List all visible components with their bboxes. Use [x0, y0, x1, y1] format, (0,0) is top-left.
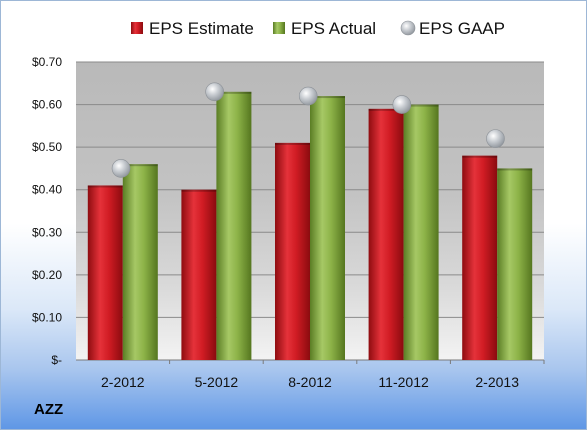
y-tick-label: $0.40 [32, 183, 62, 197]
bar-top-edge [462, 155, 498, 158]
x-tick-label: 2-2013 [475, 374, 519, 390]
bar-top-edge [122, 164, 158, 167]
y-tick-label: $0.50 [32, 140, 62, 154]
bar-eps-estimate [181, 189, 217, 360]
x-tick-label: 5-2012 [195, 374, 239, 390]
bar-top-edge [497, 168, 533, 171]
x-tick-label: 11-2012 [378, 374, 429, 390]
bar-top-edge [310, 96, 345, 99]
legend-label: EPS Actual [291, 19, 376, 38]
y-tick-label: $0.20 [32, 268, 62, 282]
bar-eps-actual [497, 168, 533, 360]
y-tick-label: $0.10 [32, 310, 62, 324]
bar-eps-estimate [462, 155, 498, 360]
legend: EPS Estimate EPS Actual EPS GAAP [131, 19, 505, 38]
bar-eps-actual [403, 104, 439, 360]
gaap-marker [392, 95, 412, 114]
y-tick-label: $0.60 [32, 98, 62, 112]
y-tick-label: $- [51, 353, 62, 367]
legend-label: EPS GAAP [419, 19, 505, 38]
bar-top-edge [275, 142, 310, 145]
bar-top-edge [181, 189, 217, 192]
x-tick-label: 2-2012 [101, 374, 145, 390]
bar-eps-actual [216, 91, 252, 361]
bar-top-edge [87, 185, 123, 188]
gaap-markers [111, 82, 505, 178]
gaap-marker [486, 129, 505, 148]
legend-swatch [273, 22, 285, 34]
legend-swatch [400, 20, 416, 36]
gaap-marker [111, 159, 131, 178]
bar-top-edge [368, 108, 404, 111]
bar-top-edge [216, 91, 252, 94]
bar-eps-estimate [275, 142, 310, 360]
bars [87, 91, 533, 361]
legend-swatch [131, 22, 143, 34]
ticker-label: AZZ [34, 401, 64, 418]
legend-label: EPS Estimate [149, 19, 254, 38]
bar-eps-actual [310, 96, 345, 361]
gaap-marker [205, 82, 224, 102]
x-axis: 2-2012 5-2012 8-2012 11-2012 2-2013 [101, 360, 545, 390]
bar-eps-estimate [87, 185, 123, 360]
y-tick-label: $0.70 [32, 55, 62, 69]
bar-eps-estimate [368, 108, 404, 360]
bar-top-edge [403, 104, 439, 107]
gaap-marker [298, 86, 318, 106]
y-tick-label: $0.30 [32, 225, 62, 239]
x-tick-label: 8-2012 [288, 374, 332, 390]
bar-eps-actual [122, 164, 158, 360]
